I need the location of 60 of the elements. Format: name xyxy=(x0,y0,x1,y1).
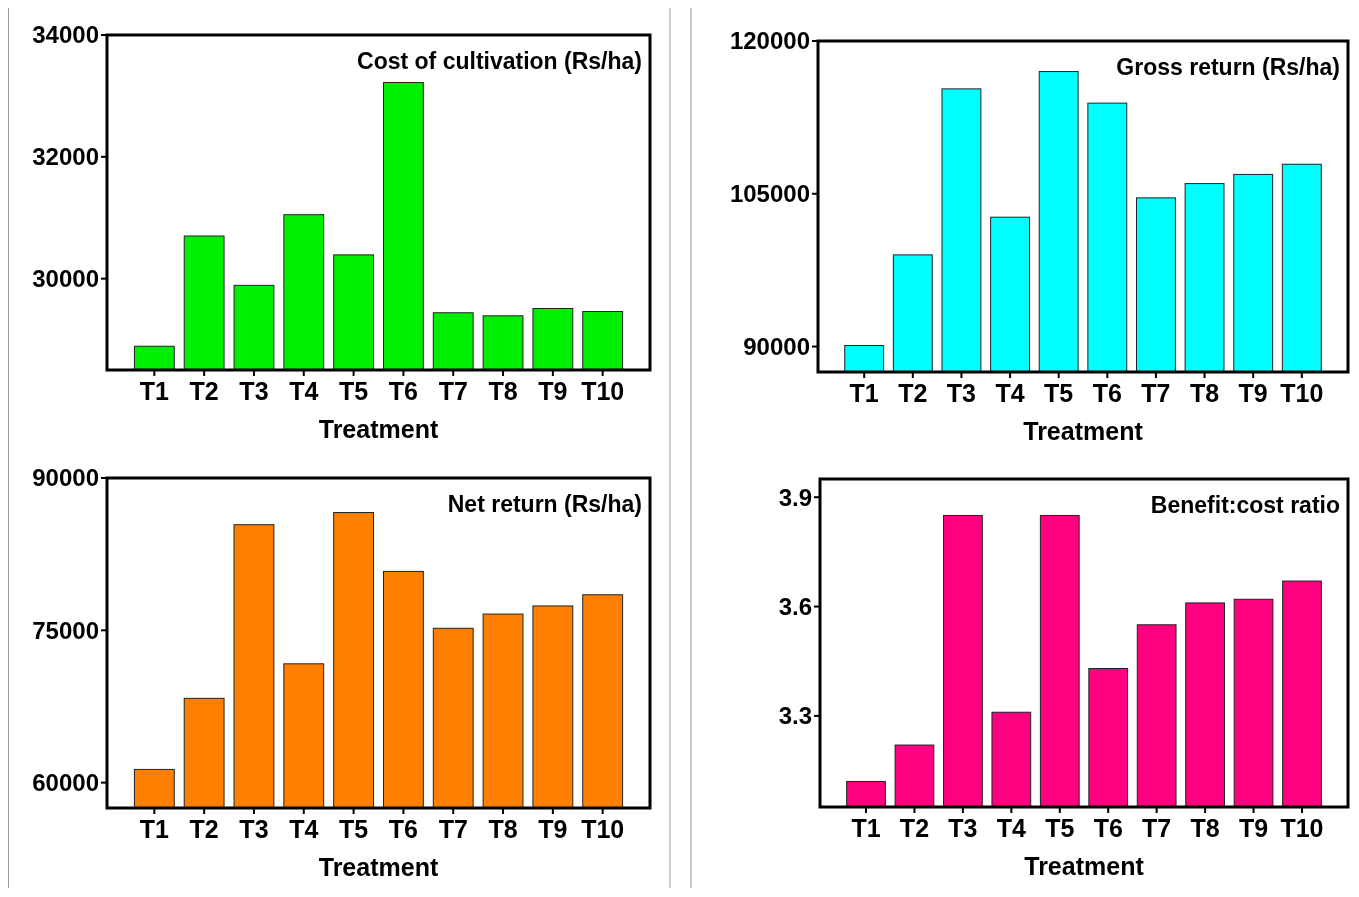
x-axis-title: Treatment xyxy=(318,415,439,443)
x-tick-label: T2 xyxy=(899,814,930,842)
x-tick-label: T7 xyxy=(438,377,468,405)
x-tick-label: T1 xyxy=(849,379,879,407)
text: Net return (Rs/ha) xyxy=(447,491,642,517)
x-tick-label: T10 xyxy=(581,815,625,843)
x-tick-label: T9 xyxy=(538,377,568,405)
x-tick-label: T9 xyxy=(1238,814,1269,842)
y-tick-label: 90000 xyxy=(743,332,810,360)
x-tick-label: T5 xyxy=(339,377,369,405)
x-tick-label: T3 xyxy=(239,815,269,843)
x-tick-label: T9 xyxy=(1238,379,1268,407)
x-tick-label: T2 xyxy=(189,815,219,843)
x-tick-label: T7 xyxy=(1141,379,1171,407)
x-tick-label: T3 xyxy=(946,379,977,407)
x-tick-label: T7 xyxy=(1142,814,1172,842)
x-axis-title: Treatment xyxy=(1023,417,1144,445)
text: Cost of cultivation (Rs/ha) xyxy=(357,48,642,74)
y-tick-label: 32000 xyxy=(32,143,99,171)
y-tick-label: 3.9 xyxy=(778,483,812,511)
x-tick-label: T5 xyxy=(1044,379,1074,407)
x-tick-label: T1 xyxy=(139,377,169,405)
y-tick-label: 30000 xyxy=(32,265,99,293)
x-tick-label: T3 xyxy=(948,814,978,842)
x-tick-label: T9 xyxy=(538,815,568,843)
x-tick-label: T6 xyxy=(388,377,418,405)
x-tick-label: T4 xyxy=(995,379,1025,407)
text: Gross return (Rs/ha) xyxy=(1116,54,1340,80)
y-tick-label: 75000 xyxy=(32,616,99,644)
x-axis-title: Treatment xyxy=(1024,852,1145,880)
x-tick-label: T2 xyxy=(189,377,219,405)
x-tick-label: T1 xyxy=(139,815,169,843)
x-tick-label: T4 xyxy=(289,815,319,843)
x-tick-label: T8 xyxy=(1190,814,1220,842)
text: Benefit:cost ratio xyxy=(1150,492,1340,518)
x-tick-label: T6 xyxy=(1093,814,1123,842)
x-axis-title: Treatment xyxy=(318,853,439,881)
x-tick-label: T5 xyxy=(339,815,369,843)
x-tick-label: T8 xyxy=(488,815,518,843)
x-tick-label: T4 xyxy=(996,814,1027,842)
y-tick-label: 105000 xyxy=(729,180,810,208)
y-tick-label: 60000 xyxy=(32,769,99,797)
x-tick-label: T10 xyxy=(1280,379,1324,407)
x-tick-label: T2 xyxy=(898,379,928,407)
y-tick-label: 34000 xyxy=(32,21,99,49)
x-tick-label: T8 xyxy=(1189,379,1220,407)
x-tick-label: T10 xyxy=(581,377,625,405)
x-tick-label: T10 xyxy=(1280,814,1324,842)
y-tick-label: 90000 xyxy=(32,464,99,492)
x-tick-label: T1 xyxy=(851,814,881,842)
x-tick-label: T6 xyxy=(1092,379,1122,407)
x-tick-label: T3 xyxy=(239,377,269,405)
x-tick-label: T4 xyxy=(289,377,319,405)
x-tick-label: T7 xyxy=(438,815,468,843)
y-tick-label: 3.6 xyxy=(778,592,812,620)
x-tick-label: T6 xyxy=(388,815,418,843)
x-tick-label: T8 xyxy=(488,377,518,405)
x-tick-label: T5 xyxy=(1045,814,1075,842)
y-tick-label: 120000 xyxy=(729,27,810,55)
y-tick-label: 3.3 xyxy=(778,702,812,730)
